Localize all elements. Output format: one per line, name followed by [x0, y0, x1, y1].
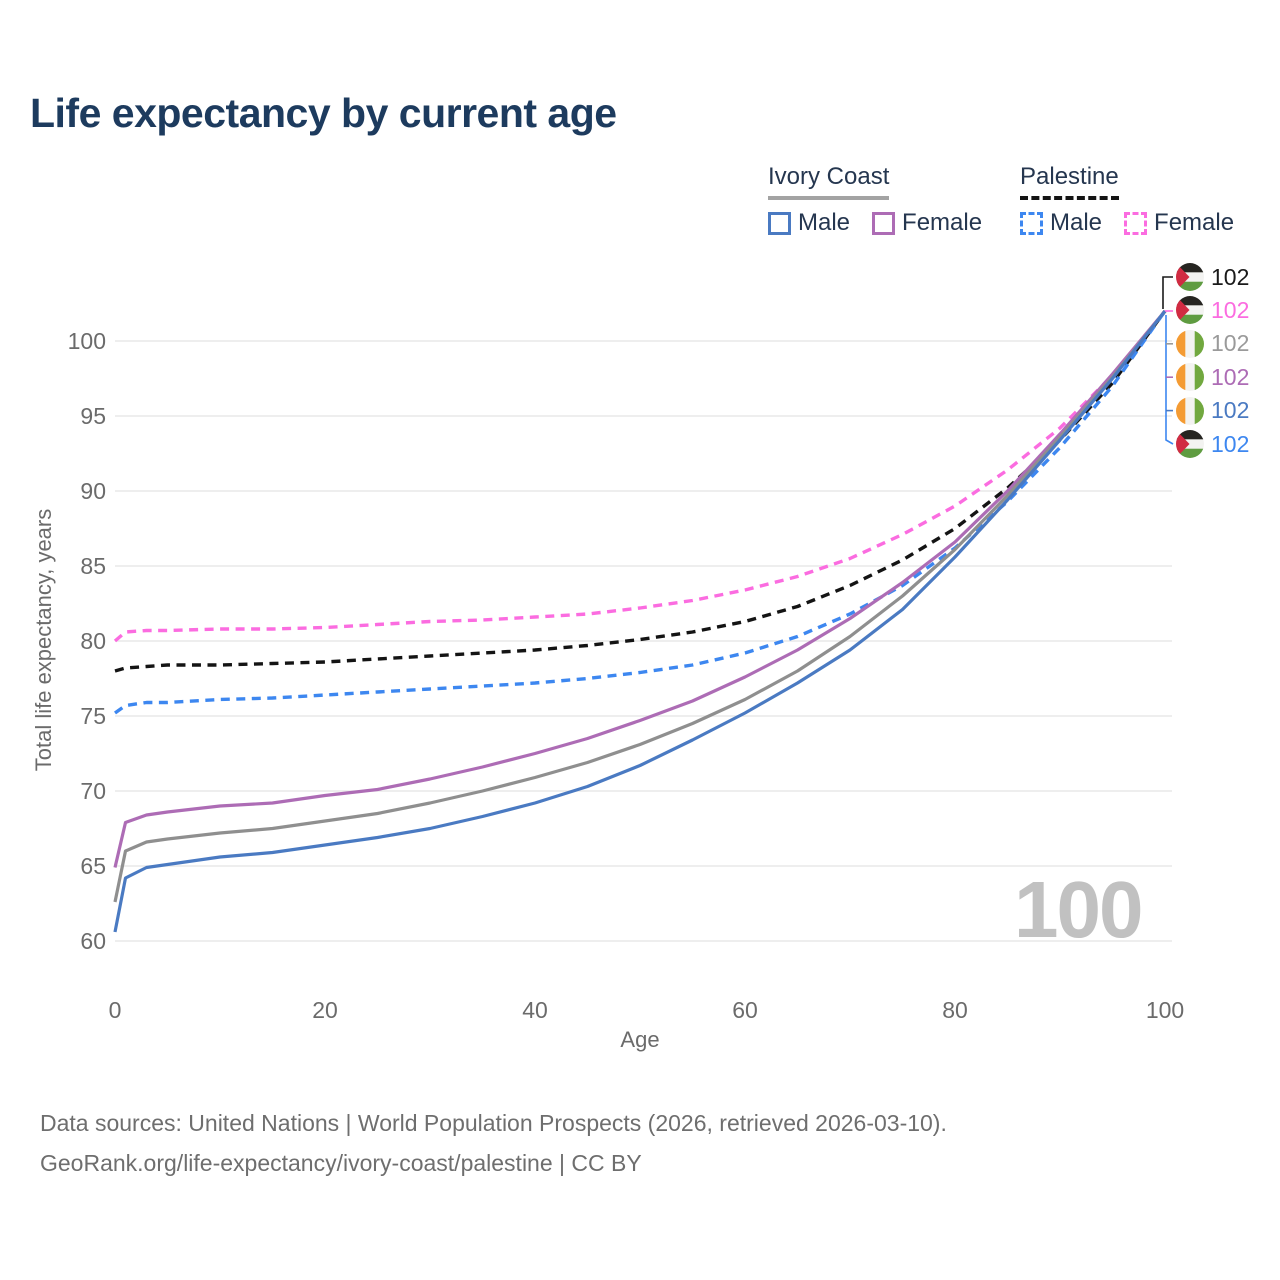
y-tick-label: 95 [80, 403, 106, 429]
y-tick-label: 80 [80, 628, 106, 654]
legend-group-palestine: Palestine Male Female [1020, 163, 1234, 237]
swatch-ivory-coast-male-icon [768, 211, 791, 235]
legend-item-ivory-coast-female[interactable]: Female [872, 209, 982, 237]
legend-group-ivory-coast: Ivory Coast Male Female [768, 163, 982, 237]
x-tick-label: 40 [522, 997, 548, 1023]
series-line-ivory-coast-total[interactable] [113, 310, 1167, 903]
x-tick-label: 100 [1145, 997, 1185, 1023]
endpoint-label-row: 102 [1176, 430, 1249, 458]
series-line-palestine-female[interactable] [113, 309, 1167, 643]
footer-data-sources: Data sources: United Nations | World Pop… [40, 1110, 947, 1136]
series-line-ivory-coast-female[interactable] [113, 309, 1167, 868]
palestine-flag-icon [1176, 430, 1204, 458]
footer: Data sources: United Nations | World Pop… [40, 1103, 947, 1183]
endpoint-label-row: 102 [1176, 329, 1250, 358]
ivory-coast-flag-icon [1176, 363, 1204, 392]
endpoint-label-row: 102 [1176, 296, 1250, 325]
endpoint-value: 102 [1211, 263, 1250, 290]
legend-item-palestine-female[interactable]: Female [1124, 209, 1234, 237]
y-tick-label: 90 [80, 478, 106, 504]
ivory-coast-flag-icon [1176, 396, 1204, 425]
footer-attribution: GeoRank.org/life-expectancy/ivory-coast/… [40, 1150, 642, 1176]
swatch-palestine-male-icon [1020, 211, 1043, 235]
endpoint-label-row: 102 [1176, 363, 1250, 392]
x-axis-title: Age [620, 1027, 660, 1052]
endpoint-value: 102 [1211, 330, 1250, 357]
endpoint-label-row: 102 [1176, 396, 1250, 425]
series-line-palestine-male[interactable] [114, 310, 1167, 715]
ivory-coast-flag-icon [1176, 329, 1204, 358]
age-counter-watermark: 100 [1014, 865, 1143, 954]
x-tick-label: 20 [312, 997, 338, 1023]
legend-header-palestine[interactable]: Palestine [1020, 163, 1119, 200]
y-tick-label: 85 [80, 553, 106, 579]
leader-line [1162, 276, 1173, 309]
y-axis-title: Total life expectancy, years [31, 508, 56, 772]
y-tick-label: 65 [80, 853, 106, 879]
endpoint-label-row: 102 [1176, 263, 1249, 291]
legend-item-label: Male [798, 209, 851, 236]
endpoint-value: 102 [1211, 363, 1250, 390]
series-line-palestine-total[interactable] [114, 309, 1167, 673]
y-tick-label: 75 [80, 703, 106, 729]
y-tick-label: 100 [67, 328, 106, 354]
x-tick-label: 80 [942, 997, 968, 1023]
palestine-flag-icon [1176, 296, 1204, 325]
endpoint-value: 102 [1211, 296, 1250, 323]
page-title: Life expectancy by current age [30, 90, 617, 136]
legend-item-palestine-male[interactable]: Male [1020, 209, 1102, 237]
leader-line [1165, 315, 1174, 445]
series-line-ivory-coast-male[interactable] [113, 310, 1167, 933]
legend-item-label: Female [1154, 209, 1235, 236]
legend-item-label: Male [1050, 209, 1103, 236]
legend-header-ivory-coast[interactable]: Ivory Coast [768, 163, 890, 200]
legend-item-label: Female [902, 209, 983, 236]
palestine-flag-icon [1176, 263, 1204, 291]
swatch-palestine-female-icon [1124, 211, 1148, 235]
x-tick-label: 0 [108, 997, 122, 1023]
endpoint-value: 102 [1211, 430, 1250, 457]
x-tick-label: 60 [732, 997, 758, 1023]
swatch-ivory-coast-female-icon [872, 211, 896, 235]
endpoint-value: 102 [1211, 397, 1250, 424]
legend-item-ivory-coast-male[interactable]: Male [768, 209, 850, 237]
y-tick-label: 70 [80, 778, 106, 804]
y-tick-label: 60 [80, 928, 106, 954]
